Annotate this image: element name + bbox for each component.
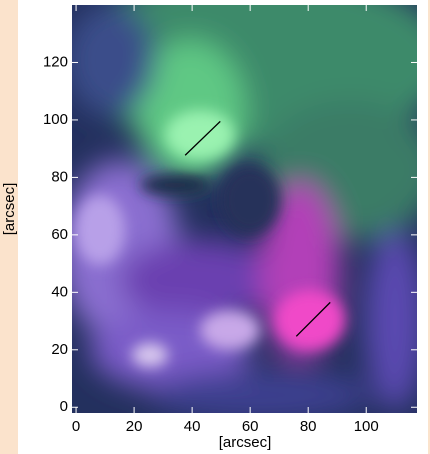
y-tick-label: 0	[60, 398, 68, 415]
x-axis-label: [arcsec]	[219, 434, 272, 451]
x-tick-label: 20	[126, 418, 143, 435]
annotation-line	[295, 301, 331, 337]
y-tick-label: 40	[51, 283, 68, 300]
x-tick-label: 80	[300, 418, 317, 435]
x-tick-label: 40	[184, 418, 201, 435]
x-tick-label: 100	[354, 418, 379, 435]
y-tick-label: 80	[51, 168, 68, 185]
y-tick-label: 60	[51, 226, 68, 243]
x-tick-label: 0	[72, 418, 80, 435]
y-tick-label: 100	[43, 111, 68, 128]
annotation-line	[184, 120, 221, 156]
x-tick-label: 60	[242, 418, 259, 435]
solar-image	[72, 5, 417, 413]
y-axis-label: [arcsec]	[1, 183, 18, 236]
y-tick-label: 120	[43, 53, 68, 70]
y-tick-label: 20	[51, 341, 68, 358]
